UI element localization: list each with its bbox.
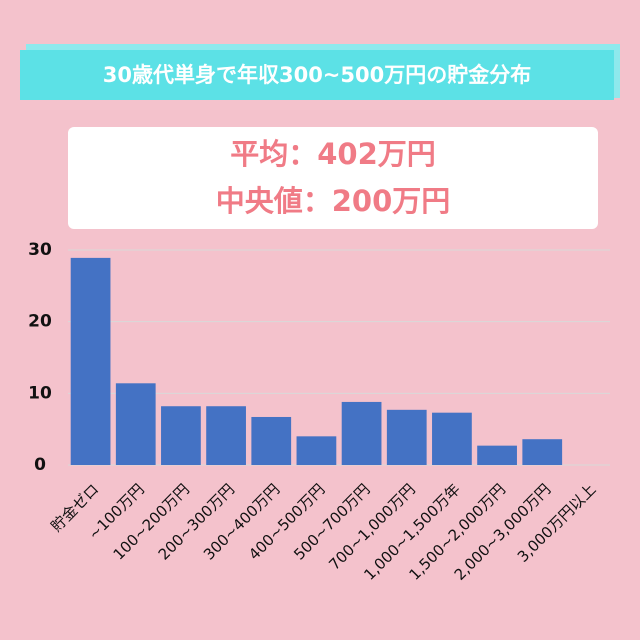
y-tick-label: 0 [34, 455, 46, 475]
bar [251, 416, 292, 465]
summary-box [68, 127, 598, 229]
annotation: 平均：402万円 [230, 137, 436, 171]
bar [386, 409, 427, 465]
y-tick-label: 10 [28, 383, 52, 403]
chart-title: 30歳代単身で年収300~500万円の貯金分布 [103, 63, 532, 87]
y-tick-label: 20 [28, 312, 52, 332]
bar [477, 445, 517, 465]
bar [522, 439, 563, 465]
title-banner [20, 50, 614, 100]
bar [296, 436, 337, 465]
bar [206, 406, 246, 465]
y-tick-label: 30 [28, 240, 52, 260]
annotation: 中央値：200万円 [216, 184, 451, 218]
bar [341, 401, 382, 465]
bar [70, 257, 111, 465]
bar [115, 383, 156, 465]
bar [432, 412, 472, 465]
bar [161, 406, 201, 465]
